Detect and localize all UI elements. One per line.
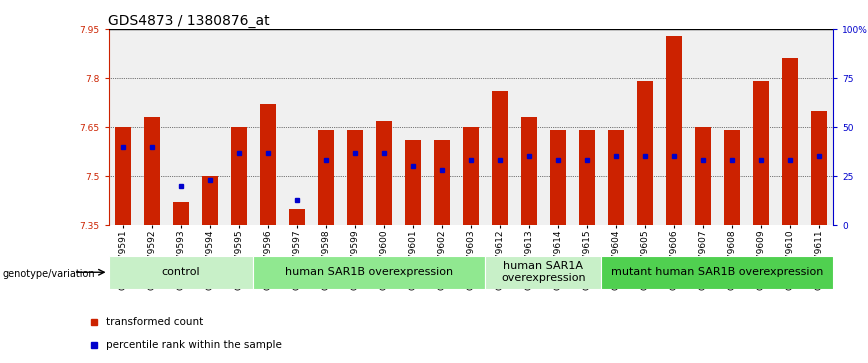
Bar [753,81,769,225]
Bar [637,81,653,225]
Text: GDS4873 / 1380876_at: GDS4873 / 1380876_at [108,14,270,28]
Bar [253,256,485,289]
Bar [485,256,602,289]
Text: control: control [161,267,201,277]
Bar [695,127,711,225]
Bar [376,121,391,225]
Bar [602,256,833,289]
Text: human SAR1B overexpression: human SAR1B overexpression [286,267,453,277]
Bar [434,140,450,225]
Text: transformed count: transformed count [106,317,203,327]
Text: percentile rank within the sample: percentile rank within the sample [106,340,282,350]
Bar [173,202,189,225]
Bar [724,130,740,225]
Text: mutant human SAR1B overexpression: mutant human SAR1B overexpression [611,267,824,277]
Bar [608,130,624,225]
Bar [289,209,305,225]
Bar [579,130,595,225]
Bar [550,130,566,225]
Bar [492,91,508,225]
Bar [108,256,253,289]
Bar [144,117,160,225]
Bar [347,130,363,225]
Bar [666,36,681,225]
Bar [811,111,826,225]
Text: human SAR1A
overexpression: human SAR1A overexpression [501,261,586,283]
Text: genotype/variation: genotype/variation [3,269,95,279]
Bar [318,130,334,225]
Bar [231,127,247,225]
Bar [260,104,276,225]
Bar [115,127,131,225]
Bar [463,127,479,225]
Bar [202,176,218,225]
Bar [405,140,421,225]
Bar [521,117,536,225]
Bar [782,58,798,225]
